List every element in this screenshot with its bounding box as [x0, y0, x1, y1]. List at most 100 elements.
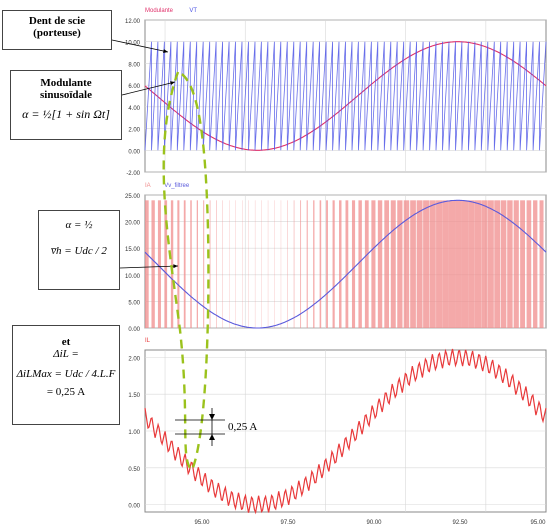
x-tick-label: 92.50	[452, 520, 468, 526]
y-tick-label: 1.00	[128, 430, 140, 436]
y-tick-label: 15.00	[125, 247, 141, 253]
y-tick-label: 6.00	[128, 84, 140, 90]
x-tick-label: 95.00	[530, 520, 546, 526]
pwm-pulse	[436, 200, 443, 328]
pwm-pulse	[339, 200, 342, 328]
y-tick-label: 0.50	[128, 467, 140, 473]
pwm-pulse	[170, 200, 174, 328]
pwm-pulse	[520, 200, 526, 328]
pwm-pulse	[326, 200, 328, 328]
et-label: et	[61, 336, 71, 348]
pwm-pulse	[487, 200, 494, 328]
y-tick-label: 1.50	[128, 393, 140, 399]
pwm-pulse	[390, 200, 396, 328]
pwm-pulse	[513, 200, 519, 328]
pwm-pulse	[429, 200, 436, 328]
pwm-pulse	[358, 200, 362, 328]
y-tick-label: 4.00	[128, 106, 140, 112]
y-tick-label: 0.00	[128, 149, 140, 155]
alpha-formula-text: α = ½[1 + sin Ωt]	[22, 107, 110, 121]
legend-entry: VT	[189, 8, 197, 14]
average-voltage-note: α = ½ v̅h = Udc / 2	[38, 210, 120, 290]
series-il	[144, 348, 547, 515]
carrier-note-title: Dent de scie	[28, 15, 86, 27]
arrow-average	[119, 265, 179, 269]
pwm-pulse	[500, 200, 507, 328]
arrow-modulating-head	[170, 81, 175, 85]
pwm-pulse	[377, 200, 383, 328]
ripple-note: et ΔiL = ΔiLMax = Udc / 4.L.F = 0,25 A	[12, 325, 120, 425]
ripple-arrow-bottom	[209, 434, 215, 440]
modulating-note: Modulante sinusoïdale α = ½[1 + sin Ωt]	[10, 70, 122, 140]
y-tick-label: 2.00	[128, 356, 140, 362]
delta-il-max-formula: ΔiLMax = Udc / 4.L.F	[16, 368, 116, 380]
pwm-pulse	[145, 200, 149, 328]
pwm-pulse	[448, 200, 456, 328]
pwm-pulse	[481, 200, 488, 328]
dashed-ellipse-highlight	[162, 70, 210, 472]
pwm-pulse	[332, 200, 335, 328]
series-ia	[145, 200, 544, 328]
y-tick-label: 8.00	[128, 62, 140, 68]
pwm-pulse	[157, 200, 161, 328]
pwm-pulse	[183, 200, 186, 328]
pwm-pulse	[461, 200, 469, 328]
pwm-pulse	[151, 200, 155, 328]
y-tick-label: 10.00	[125, 274, 141, 280]
series-vt	[144, 41, 547, 151]
y-tick-label: -2.00	[126, 171, 140, 177]
pwm-pulse	[494, 200, 501, 328]
pwm-pulse	[371, 200, 376, 328]
pwm-pulse	[177, 200, 180, 328]
pwm-pulse	[164, 200, 168, 328]
modulating-note-sub: sinusoïdale	[40, 89, 92, 101]
series-vv-filtree	[144, 199, 547, 329]
pwm-pulse	[455, 200, 462, 328]
chart-panel-3: 2.00 1.50 1.00 0.50 0.00 IL	[128, 338, 547, 513]
y-tick-label: 20.00	[125, 221, 141, 227]
pwm-pulse	[410, 200, 416, 328]
pwm-pulse	[539, 200, 544, 328]
pwm-pulse	[351, 200, 356, 328]
pwm-pulse	[474, 200, 482, 328]
y-tick-label: 10.00	[125, 41, 141, 47]
pwm-pulse	[209, 200, 211, 328]
pwm-pulse	[442, 200, 449, 328]
chart-panel-1: 12.00 10.00 8.00 6.00 4.00 2.00 0.00 -2.00 Modul…	[125, 8, 547, 177]
pwm-pulse	[507, 200, 513, 328]
pwm-pulse	[468, 200, 475, 328]
legend-entry: IA	[145, 183, 151, 189]
y-tick-label: 0.00	[128, 504, 140, 510]
pwm-pulse	[300, 200, 302, 328]
y-tick-label: 12.00	[125, 19, 141, 25]
x-tick-label: 95.00	[194, 520, 210, 526]
pwm-pulse	[190, 200, 192, 328]
pwm-pulse	[306, 200, 308, 328]
arrow-average-head	[173, 264, 178, 269]
pwm-pulse	[203, 200, 205, 328]
arrow-carrier	[111, 39, 169, 53]
delta-il-label: ΔiL =	[53, 348, 79, 360]
x-tick-label: 97.50	[280, 520, 296, 526]
legend-entry: Vv_filtree	[164, 183, 190, 189]
pwm-pulse	[196, 200, 198, 328]
pwm-pulse	[397, 200, 403, 328]
alpha-formula: α = ½[1 + sin Ωt]	[11, 107, 121, 122]
y-tick-label: 25.00	[125, 194, 141, 200]
pwm-pulse	[313, 200, 315, 328]
pwm-pulse	[533, 200, 538, 328]
pwm-pulse	[364, 200, 369, 328]
pwm-pulse	[416, 200, 423, 328]
y-tick-label: 2.00	[128, 128, 140, 134]
legend-entry: IL	[145, 338, 151, 344]
pwm-pulse	[216, 200, 217, 328]
ripple-label: 0,25 A	[228, 421, 257, 433]
arrow-modulating	[121, 81, 176, 96]
pwm-pulse	[345, 200, 349, 328]
y-tick-label: 0.00	[128, 327, 140, 333]
legend-entry: Modulante	[145, 8, 174, 14]
pwm-pulse	[384, 200, 390, 328]
carrier-note: Dent de scie (porteuse)	[2, 10, 112, 50]
delta-il-value: = 0,25 A	[46, 386, 86, 398]
